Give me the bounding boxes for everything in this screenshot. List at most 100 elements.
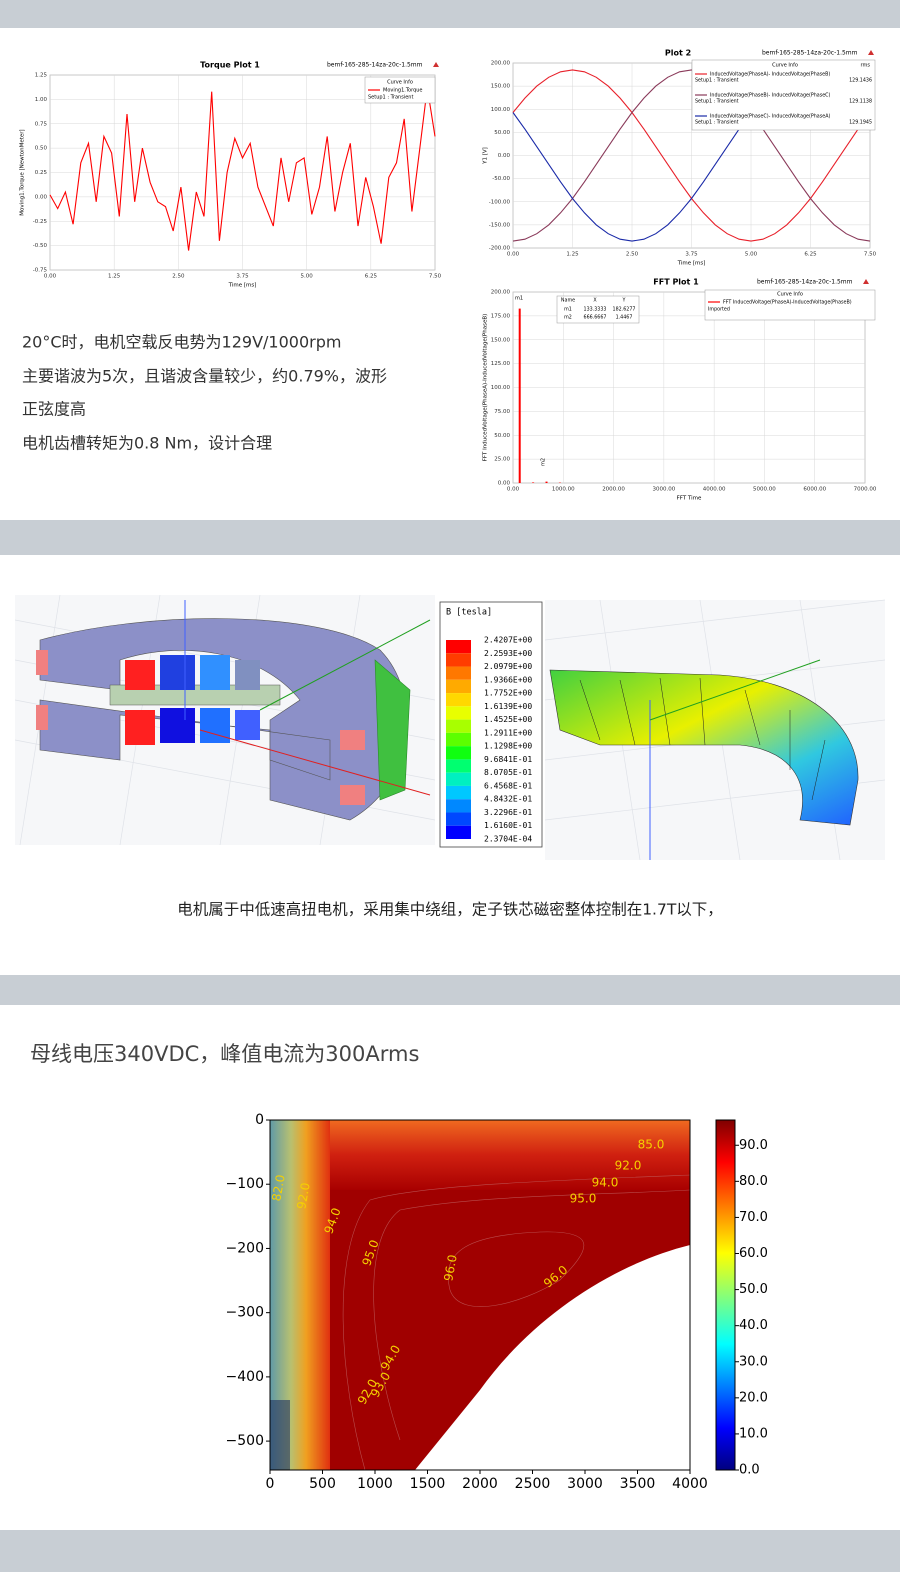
note-text: 电机齿槽转矩为0.8 Nm，设计合理 (22, 434, 272, 453)
x-tick-label: 0.00 (44, 274, 57, 280)
legend-setup: Imported (708, 307, 730, 313)
marker-cell: 133.3333 (584, 307, 607, 313)
x-tick-label: 3000.00 (652, 487, 675, 493)
x-tick-label: 7000.00 (854, 487, 877, 493)
efficiency-map-fill (270, 1120, 691, 1471)
field-legend-label: 1.7752E+00 (484, 689, 532, 698)
warning-icon (868, 50, 874, 55)
x-axis-label: FFT Time (677, 496, 702, 502)
y-tick-label: −400 (226, 1369, 264, 1385)
legend-rms: 129.1436 (849, 78, 872, 84)
y-tick-label: 0.25 (35, 170, 48, 176)
x-tick-label: 4000.00 (703, 487, 726, 493)
x-tick-label: 3500 (620, 1476, 656, 1492)
y-tick-label: 100.00 (491, 107, 511, 113)
colorbar (715, 1119, 736, 1471)
color-band (446, 732, 471, 747)
y-axis-label: Y1 [V] (483, 147, 489, 165)
field-legend-label: 8.0705E-01 (484, 768, 532, 777)
x-tick-label: 2000.00 (602, 487, 625, 493)
color-band (446, 640, 471, 654)
x-tick-label: 2000 (462, 1476, 498, 1492)
x-tick-label: 1000.00 (552, 487, 575, 493)
y-tick-label: 200.00 (491, 290, 511, 296)
x-tick-label: 4000 (672, 1476, 708, 1492)
field-legend-label: 2.4207E+00 (484, 636, 532, 645)
marker-label: m2 (541, 458, 547, 466)
colorbar-label: 20.0 (739, 1390, 768, 1405)
y-tick-label: 150.00 (491, 337, 511, 343)
y-tick-label: 125.00 (491, 361, 511, 367)
field-legend-label: 1.6139E+00 (484, 702, 532, 711)
color-band (446, 785, 471, 800)
y-tick-label: 0.00 (498, 153, 511, 159)
design-name: bemf-165-285-14za-20c-1.5mm (327, 62, 423, 69)
color-band (446, 746, 471, 760)
chart-title: Plot 2 (665, 49, 691, 58)
x-tick-label: 2500 (515, 1476, 551, 1492)
x-tick-label: 3000 (567, 1476, 603, 1492)
legend-rms: 129.1945 (849, 120, 872, 126)
marker-table (556, 295, 640, 324)
legend-label: InducedVoltage(PhaseA)- InducedVoltage(P… (710, 72, 830, 78)
legend-label: FFT InducedVoltage(PhaseA)-InducedVoltag… (723, 300, 852, 306)
colorbar-label: 30.0 (739, 1354, 768, 1369)
marker-header: X (593, 298, 597, 304)
y-tick-label: 0.00 (35, 194, 48, 200)
colorbar-label: 40.0 (739, 1318, 768, 1333)
y-tick-label: -100.00 (489, 199, 511, 205)
field-legend-label: 1.4525E+00 (484, 715, 532, 724)
legend-setup: Setup1 : Transient (695, 99, 739, 105)
y-tick-label: -150.00 (489, 222, 511, 228)
colorbar-label: 80.0 (739, 1174, 768, 1189)
x-tick-label: 3.75 (685, 252, 698, 258)
note-text: 主要谐波为5次，且谐波含量较少，约0.79%，波形 (22, 367, 387, 386)
y-tick-label: 50.00 (494, 433, 510, 439)
color-band (446, 759, 471, 773)
y-axis-label: FFT InducedVoltage(PhaseA)-InducedVoltag… (483, 314, 489, 462)
x-axis-label: Time [ms] (228, 283, 257, 289)
y-tick-label: 25.00 (494, 457, 510, 463)
contour-label: 92.0 (615, 1159, 642, 1173)
section-title: 母线电压340VDC，峰值电流为300Arms (30, 1042, 419, 1066)
field-legend-label: 1.6160E-01 (484, 821, 532, 830)
x-tick-label: 5.00 (745, 252, 758, 258)
x-tick-label: 3.75 (236, 274, 249, 280)
y-tick-label: 0.50 (35, 146, 48, 152)
field-legend-label: 2.2593E+00 (484, 649, 532, 658)
contour-label: 95.0 (570, 1192, 597, 1206)
color-band (446, 772, 471, 786)
y-tick-label: −300 (226, 1305, 264, 1321)
note-text: 20°C时，电机空载反电势为129V/1000rpm (22, 333, 341, 352)
field-legend-label: 3.2296E-01 (484, 808, 532, 817)
y-tick-label: -0.50 (33, 243, 48, 249)
x-tick-label: 6.25 (365, 274, 378, 280)
x-tick-label: 6000.00 (803, 487, 826, 493)
band (0, 520, 900, 555)
marker-cell: m2 (564, 315, 572, 321)
y-tick-label: 1.00 (35, 97, 48, 103)
color-band (446, 653, 471, 667)
y-tick-label: 0.75 (35, 121, 48, 127)
y-tick-label: -0.75 (33, 268, 48, 274)
motor-model (14, 594, 436, 846)
field-legend-label: 6.4568E-01 (484, 781, 532, 790)
band (0, 0, 900, 28)
field-legend-label: 9.6841E-01 (484, 755, 532, 764)
y-tick-label: 1.25 (35, 73, 48, 79)
legend-setup: Setup1 : Transient (695, 78, 739, 84)
x-tick-label: 1.25 (108, 274, 121, 280)
x-tick-label: 1500 (410, 1476, 446, 1492)
colorbar-label: 60.0 (739, 1246, 768, 1261)
y-tick-label: -0.25 (33, 219, 48, 225)
color-band (446, 706, 471, 720)
caption: 电机属于中低速高扭电机，采用集中绕组，定子铁芯磁密整体控制在1.7T以下， (177, 901, 723, 919)
legend-title: Curve Info (777, 292, 803, 298)
line-series (49, 87, 436, 251)
color-band (446, 719, 471, 733)
marker-header: Name (561, 298, 575, 304)
color-band (446, 825, 471, 839)
legend-header: rms (861, 63, 871, 69)
band (0, 975, 900, 1005)
